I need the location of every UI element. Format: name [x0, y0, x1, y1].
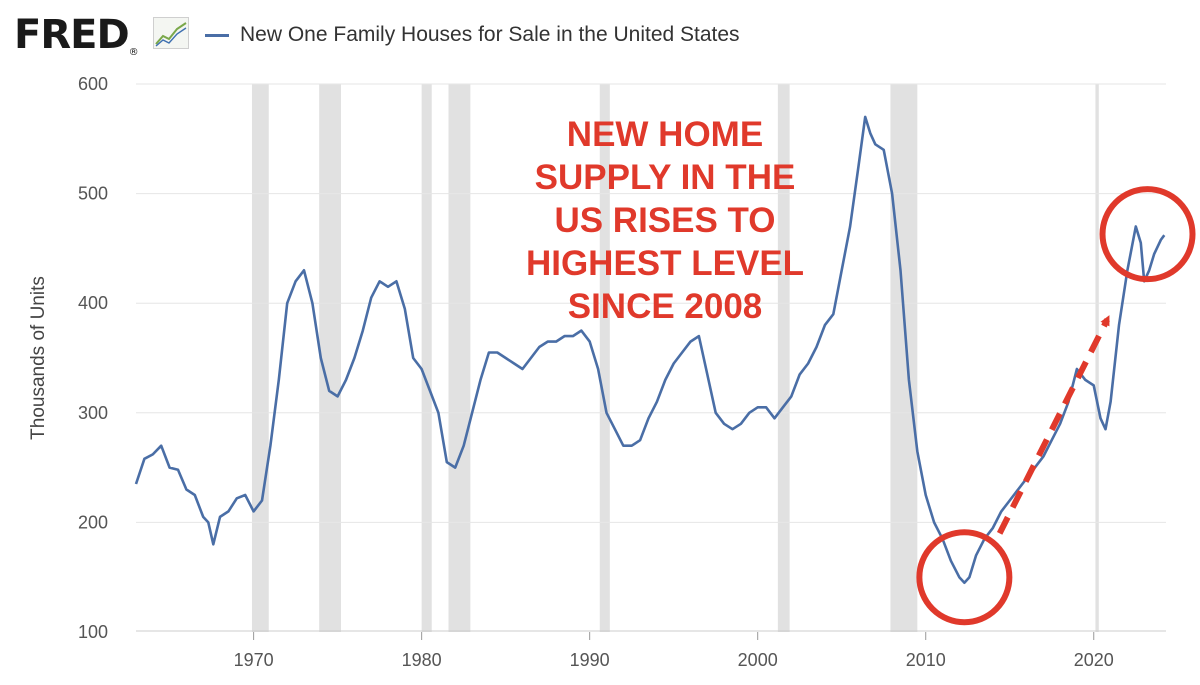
y-tick-label: 400 [78, 293, 108, 313]
legend-series-label: New One Family Houses for Sale in the Un… [240, 23, 740, 46]
x-tick-label: 2010 [906, 650, 946, 670]
recession-band [251, 84, 269, 632]
x-tick-label: 1990 [570, 650, 610, 670]
annotation-line: SUPPLY IN THE [535, 158, 796, 197]
trademark-symbol: ® [128, 47, 139, 58]
y-axis-ticks: 100 200 300 400 500 600 [78, 74, 108, 642]
annotation-text: NEW HOME SUPPLY IN THE US RISES TO HIGHEST … [526, 115, 804, 326]
highlight-circle-2022-peak [1099, 186, 1196, 283]
recession-band [890, 84, 918, 632]
y-tick-label: 600 [78, 74, 108, 94]
annotation-line: NEW HOME [567, 115, 763, 154]
chart-header: FRED® New One Family Houses for Sale in … [0, 0, 1200, 70]
recession-shading [251, 84, 1099, 632]
trend-arrow [996, 315, 1110, 535]
trend-line-chart-icon [153, 17, 189, 49]
fred-logo[interactable]: FRED® [14, 12, 139, 58]
y-tick-label: 100 [78, 622, 108, 642]
recession-band [777, 84, 790, 632]
legend-swatch [205, 34, 229, 37]
y-tick-label: 300 [78, 403, 108, 423]
x-tick-label: 1980 [402, 650, 442, 670]
annotation-line: SINCE 2008 [568, 287, 763, 326]
recession-band [319, 84, 341, 632]
recession-band [599, 84, 610, 632]
recession-band [1095, 84, 1099, 632]
annotation-line: US RISES TO [554, 201, 775, 240]
annotation-line: HIGHEST LEVEL [526, 244, 804, 283]
y-tick-label: 200 [78, 512, 108, 532]
highlight-circle-2012-low [916, 529, 1013, 626]
x-tick-label: 1970 [234, 650, 274, 670]
x-tick-label: 2020 [1074, 650, 1114, 670]
y-axis-label: Thousands of Units [28, 276, 49, 440]
recession-band [421, 84, 432, 632]
recession-band [448, 84, 471, 632]
series-line [134, 115, 1166, 584]
x-tick-label: 2000 [738, 650, 778, 670]
y-tick-label: 500 [78, 184, 108, 204]
x-axis-ticks: 1970 1980 1990 2000 2010 2020 [234, 632, 1114, 670]
